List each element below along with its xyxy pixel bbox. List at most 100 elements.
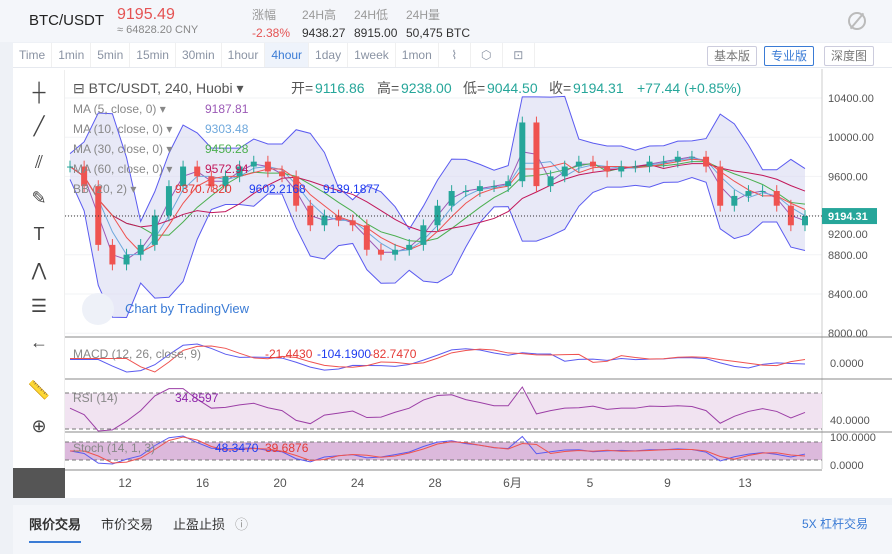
bb-value: 9370.7820 [175, 182, 232, 196]
bb-value: 9602.2168 [249, 182, 306, 196]
interval-1min[interactable]: 1min [52, 43, 92, 67]
candle [165, 186, 172, 216]
scroll-down-button[interactable] [13, 468, 65, 498]
candle [660, 161, 667, 163]
candle [448, 191, 455, 206]
screenshot-icon[interactable]: ⊡ [503, 43, 535, 67]
indicator-icon[interactable]: ⌇ [439, 43, 471, 67]
back-arrow-icon[interactable]: ← [30, 332, 48, 352]
date-tick: 9 [664, 476, 671, 490]
zoom-in-icon[interactable]: ⊕ [31, 416, 47, 436]
stoch-tick: 100.0000 [830, 432, 876, 444]
candle [67, 166, 73, 168]
candle [335, 215, 342, 221]
interval-1day[interactable]: 1day [309, 43, 349, 67]
candle [759, 191, 766, 193]
candle [307, 205, 314, 226]
interval-5min[interactable]: 5min [91, 43, 131, 67]
interval-30min[interactable]: 30min [176, 43, 222, 67]
price-tick: 10000.00 [828, 132, 874, 144]
candle [519, 122, 526, 182]
candle [505, 181, 512, 187]
candle [392, 249, 399, 255]
interval-1mon[interactable]: 1mon [396, 43, 439, 67]
candle [250, 161, 257, 167]
indicator-value: 9187.81 [205, 102, 249, 116]
tab-market-order[interactable]: 市价交易 [101, 517, 154, 532]
pattern-icon[interactable]: ⋀ [31, 260, 47, 280]
candle [95, 186, 102, 245]
indicator-label: MA (5, close, 0) ▾ [73, 102, 166, 116]
ohlc-key: 低= [463, 80, 485, 96]
change-value: +77.44 (+0.85%) [637, 80, 741, 96]
text-icon[interactable]: T [33, 224, 45, 244]
ohlc-value: 9116.86 [315, 80, 365, 96]
last-price-badge [822, 208, 877, 225]
candle [745, 191, 752, 196]
macd-value: -82.7470 [369, 347, 417, 361]
date-tick: 12 [118, 476, 132, 490]
ruler-icon[interactable]: 📏 [27, 380, 51, 400]
view-depth-button[interactable]: 深度图 [824, 46, 875, 66]
last-price-label: 9194.31 [828, 211, 868, 223]
candle [773, 191, 780, 206]
candle [674, 156, 681, 162]
candle [279, 171, 286, 177]
candle [236, 166, 243, 177]
stoch-value: 39.6876 [265, 441, 309, 455]
view-pro-button[interactable]: 专业版 [764, 46, 815, 66]
brush-icon[interactable]: ✎ [31, 188, 47, 208]
price-chart[interactable]: 10400.00 10000.00 9600.00 9200.00 8800.00 840… [65, 69, 892, 498]
candle [420, 225, 427, 245]
candle [618, 166, 625, 172]
indicator-value: 9572.94 [205, 162, 249, 176]
ohlc-key: 高= [377, 80, 399, 96]
candle [151, 215, 158, 245]
bollinger-upper [69, 95, 806, 231]
indicator-label: MA (60, close, 0) ▾ [73, 162, 172, 176]
interval-time[interactable]: Time [13, 43, 53, 67]
fib-icon[interactable]: ☰ [30, 296, 48, 316]
indicator-value: 9303.48 [205, 122, 249, 136]
info-icon[interactable]: ⓘ [235, 517, 249, 532]
tab-limit-order[interactable]: 限价交易 [29, 514, 82, 543]
moving-average-line [69, 158, 806, 253]
order-tabs: 限价交易 市价交易 止盈止损 ⓘ 5X 杠杆交易 [13, 505, 892, 554]
candle [208, 176, 215, 187]
indicator-label: MA (10, close, 0) ▾ [73, 122, 172, 136]
signal-line [70, 345, 806, 373]
price-tick: 10400.00 [828, 93, 874, 105]
candle [703, 156, 710, 167]
candle [222, 176, 229, 187]
date-tick: 28 [428, 476, 442, 490]
interval-1week[interactable]: 1week [348, 43, 396, 67]
last-price: 9195.49 [117, 6, 175, 23]
pitchfork-icon[interactable]: ⫽ [34, 152, 44, 172]
price-tick: 9600.00 [828, 171, 868, 183]
tab-stop-order[interactable]: 止盈止损 [173, 517, 226, 532]
candle [137, 244, 144, 255]
stat-low: 24H低 8915.00 [354, 8, 398, 40]
candle [787, 205, 794, 226]
interval-15min[interactable]: 15min [130, 43, 176, 67]
date-tick: 24 [351, 476, 365, 490]
candle [180, 166, 187, 187]
rsi-band [65, 393, 822, 429]
settings-icon[interactable]: ⬡ [471, 43, 503, 67]
drawing-toolbar: ┼ ╱ ⫽ ✎ T ⋀ ☰ ← 📏 ⊕ [13, 70, 65, 498]
leverage-link[interactable]: 5X 杠杆交易 [801, 517, 868, 531]
interval-4hour[interactable]: 4hour [265, 43, 310, 67]
interval-toolbar: Time 1min 5min 15min 30min 1hour 4hour 1day 1wee… [13, 43, 892, 68]
crosshair-icon[interactable]: ┼ [32, 82, 46, 102]
interval-1hour[interactable]: 1hour [222, 43, 266, 67]
hide-icon[interactable] [848, 12, 866, 30]
bb-value: 9139.1877 [323, 182, 380, 196]
candle [491, 186, 498, 188]
view-basic-button[interactable]: 基本版 [707, 46, 758, 66]
candle [575, 161, 582, 167]
bb-label: BB (20, 2) ▾ [73, 182, 136, 196]
stoch-tick: 0.0000 [830, 460, 864, 472]
macd-value: -21.4430 [265, 347, 313, 361]
candle [646, 161, 653, 167]
trendline-icon[interactable]: ╱ [33, 116, 45, 136]
